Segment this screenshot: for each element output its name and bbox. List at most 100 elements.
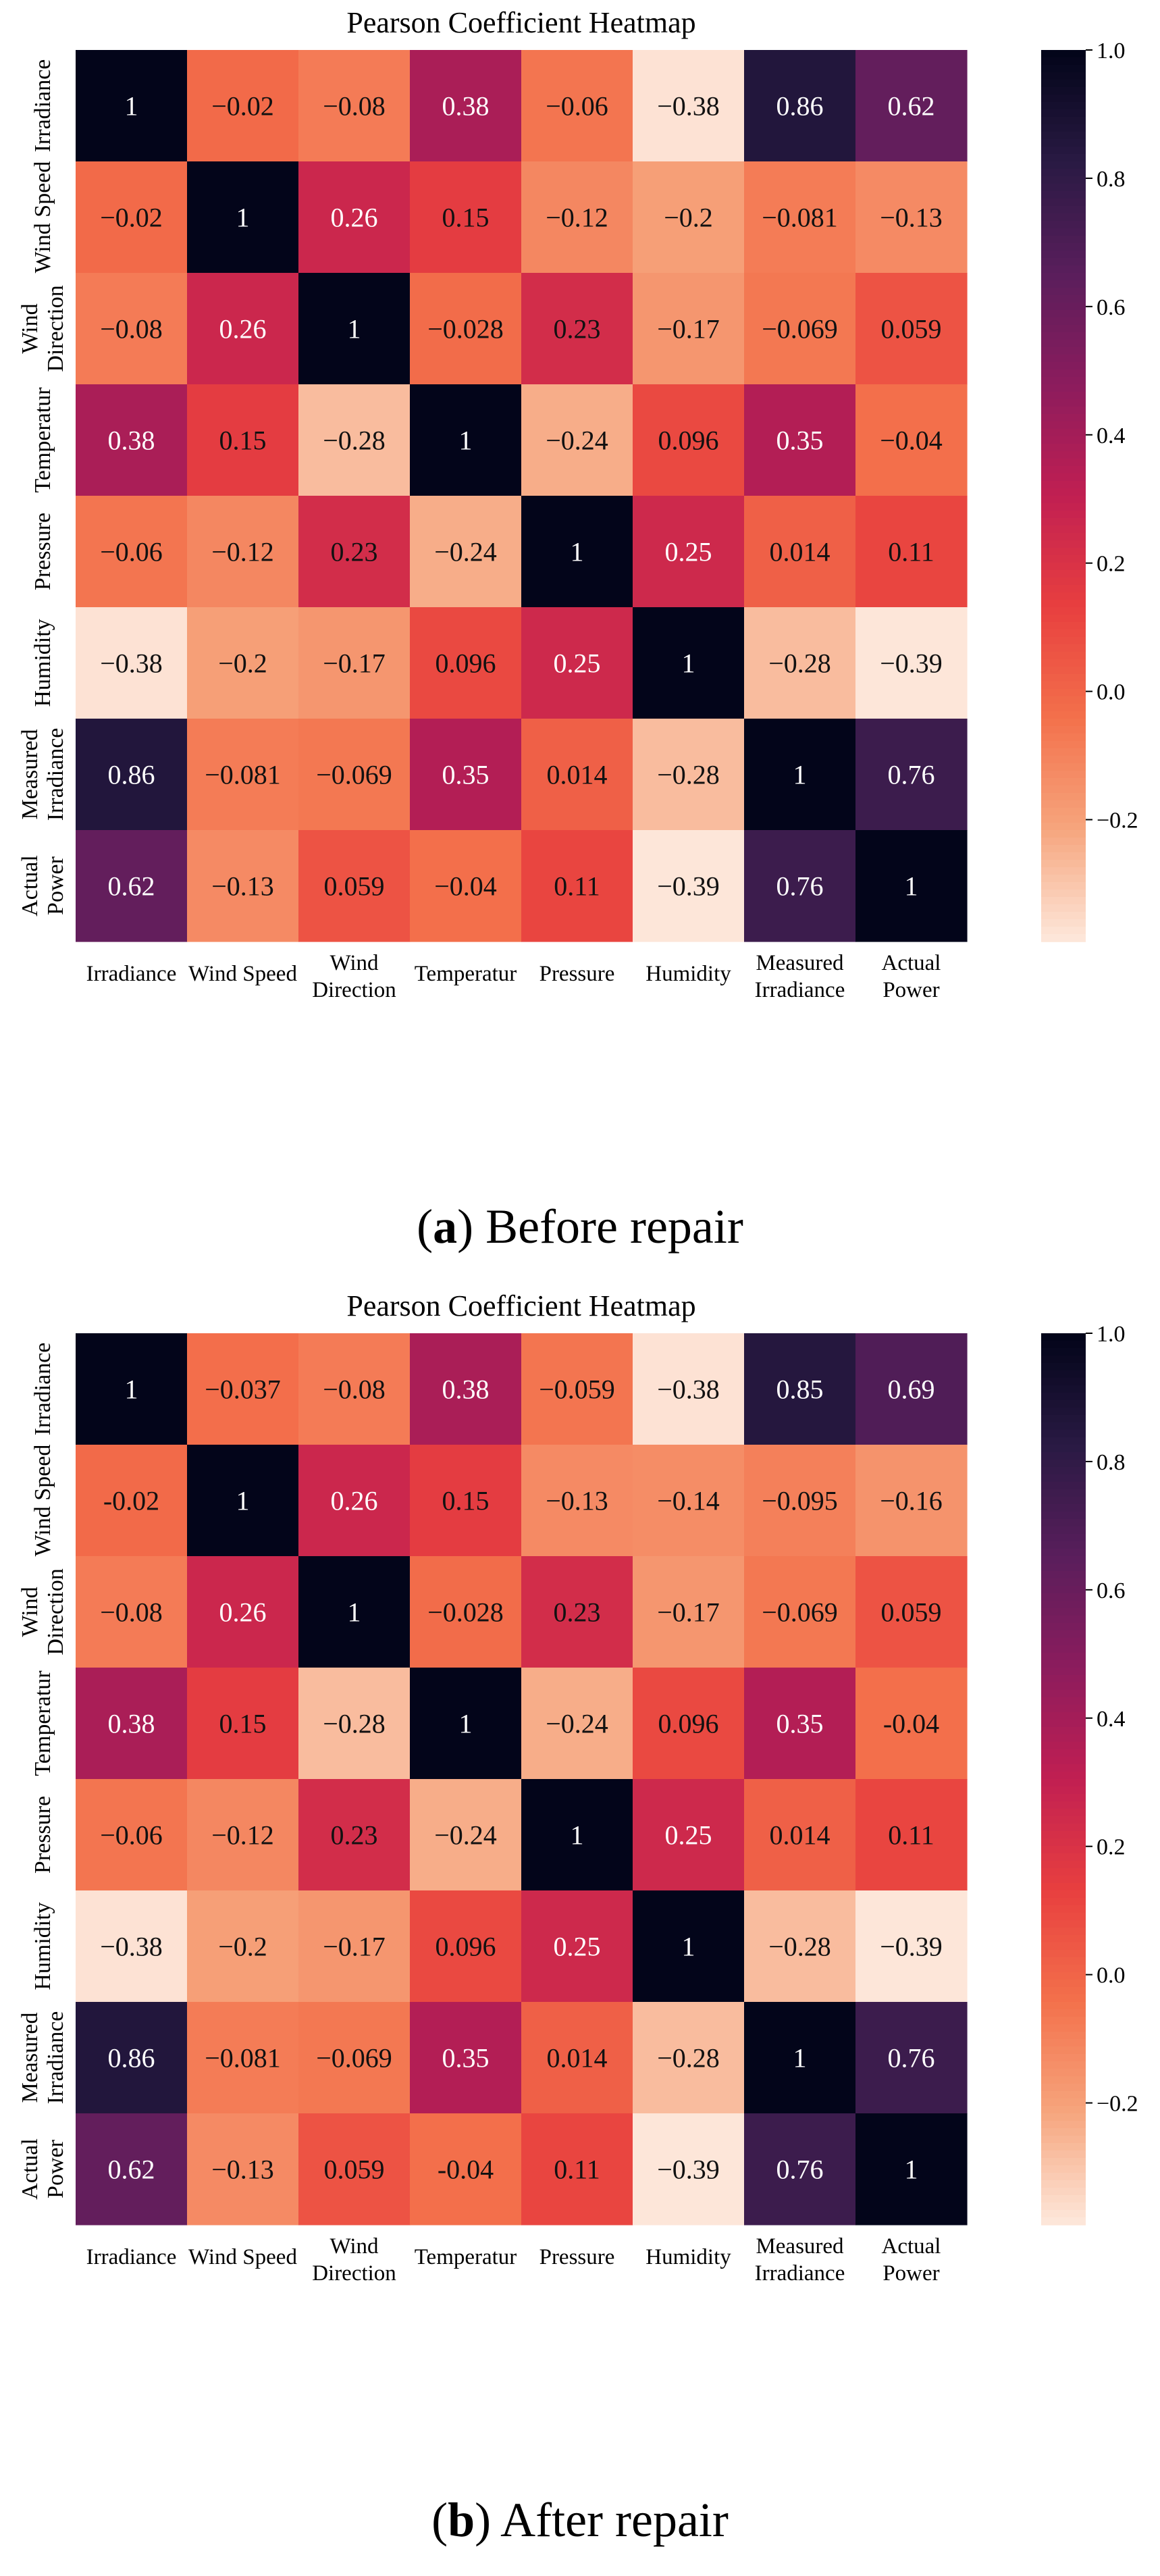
heatmap-b-cell-label: 0.23 xyxy=(554,1597,601,1628)
heatmap-a-cell-label: −0.069 xyxy=(316,760,392,790)
heatmap-b-cell xyxy=(744,1445,856,1557)
heatmap-a-row-label-line: Pressure xyxy=(30,513,55,590)
heatmap-b-colorbar-segment xyxy=(1041,2165,1086,2173)
heatmap-a-cell xyxy=(521,719,633,831)
heatmap-b-colorbar-segment xyxy=(1041,1541,1086,1549)
heatmap-b-cell xyxy=(187,1890,299,2003)
heatmap-a-cell xyxy=(633,830,745,942)
heatmap-a-row-label-line: Measured xyxy=(18,729,43,819)
heatmap-a-col-label: Humidity xyxy=(645,962,731,986)
heatmap-b-cell-label: 1 xyxy=(236,1486,250,1516)
heatmap-a-colorbar-segment xyxy=(1041,919,1086,927)
heatmap-b-colorbar-segment xyxy=(1041,1928,1086,1936)
heatmap-a-colorbar-tick-label: 0.6 xyxy=(1097,295,1126,320)
heatmap-a-cell-label: −0.17 xyxy=(657,314,720,344)
heatmap-a-colorbar-segment xyxy=(1041,540,1086,548)
heatmap-b-colorbar-segment xyxy=(1041,2128,1086,2136)
heatmap-a-colorbar-segment xyxy=(1041,154,1086,162)
heatmap-b-cell xyxy=(187,2002,299,2114)
heatmap-a-title: Pearson Coefficient Heatmap xyxy=(346,6,695,39)
heatmap-b-colorbar-segment xyxy=(1041,1749,1086,1757)
heatmap-b-col-label: Direction xyxy=(312,2261,396,2286)
heatmap-b-colorbar-segment xyxy=(1041,2069,1086,2077)
heatmap-a-colorbar-segment xyxy=(1041,741,1086,749)
heatmap-a-colorbar-segment xyxy=(1041,147,1086,155)
heatmap-b-row-label: Wind Speed xyxy=(30,1445,55,1557)
heatmap-b-colorbar-segment xyxy=(1041,1467,1086,1475)
heatmap-b-cell xyxy=(521,1445,633,1557)
heatmap-a-col-label: Temperatur xyxy=(415,962,517,986)
heatmap-a-colorbar-segment xyxy=(1041,481,1086,489)
heatmap-b-cell-label: −0.028 xyxy=(427,1597,504,1628)
heatmap-a-cell-label: 0.62 xyxy=(888,91,935,122)
heatmap-a-colorbar-segment xyxy=(1041,934,1086,942)
heatmap-b-colorbar-segment xyxy=(1041,1824,1086,1832)
heatmap-b-colorbar-segment xyxy=(1041,1772,1086,1780)
heatmap-a-colorbar-segment xyxy=(1041,674,1086,682)
heatmap-b-cell-label: −0.037 xyxy=(205,1374,281,1405)
heatmap-a-col-label: Irradiance xyxy=(755,978,845,1002)
heatmap-a: Pearson Coefficient Heatmap 1 −0.02 −0.08 0.… xyxy=(18,6,1138,1002)
heatmap-b-cell-label: 0.15 xyxy=(219,1709,267,1739)
heatmap-b-cell-label: 0.11 xyxy=(554,2155,600,2185)
heatmap-a-colorbar-segment xyxy=(1041,808,1086,816)
heatmap-a-cell xyxy=(633,607,745,719)
heatmap-b-colorbar-segment xyxy=(1041,1378,1086,1386)
heatmap-a-colorbar-segment xyxy=(1041,800,1086,808)
heatmap-b-cell-label: -0.04 xyxy=(883,1709,939,1739)
heatmap-a-cell-label: 0.38 xyxy=(442,91,490,122)
heatmap-b-colorbar-segment xyxy=(1041,1809,1086,1817)
heatmap-b-colorbar-tick-label: 0.4 xyxy=(1097,1707,1126,1732)
heatmap-a-colorbar-segment xyxy=(1041,637,1086,645)
heatmap-a-cell xyxy=(187,384,299,496)
heatmap-a-cell-label: 0.11 xyxy=(888,537,934,567)
heatmap-b-colorbar-segment xyxy=(1041,2009,1086,2017)
heatmap-b-cell-label: −0.13 xyxy=(546,1486,608,1516)
heatmap-b-cell xyxy=(633,2002,745,2114)
heatmap-b-colorbar-segment xyxy=(1041,2084,1086,2092)
heatmap-b-colorbar-tick-label: 0.6 xyxy=(1097,1578,1126,1603)
heatmap-a-cell xyxy=(855,719,968,831)
heatmap-a-colorbar-segment xyxy=(1041,600,1086,608)
heatmap-a-colorbar-segment xyxy=(1041,325,1086,333)
heatmap-b-colorbar-segment xyxy=(1041,1578,1086,1587)
heatmap-b-colorbar-segment xyxy=(1041,1913,1086,1921)
heatmap-b-colorbar-segment xyxy=(1041,2158,1086,2166)
heatmap-a-colorbar-segment xyxy=(1041,169,1086,177)
heatmap-b-cell xyxy=(521,1779,633,1891)
heatmap-b-cell-label: −0.39 xyxy=(657,2155,720,2185)
heatmap-b-cell-label: 0.15 xyxy=(442,1486,490,1516)
heatmap-a-colorbar-segment xyxy=(1041,466,1086,474)
heatmap-a-cell-label: 0.86 xyxy=(108,760,155,790)
heatmap-b-colorbar-segment xyxy=(1041,1757,1086,1765)
heatmap-b-col-label: Temperatur xyxy=(415,2245,517,2269)
heatmap-a-colorbar-segment xyxy=(1041,176,1086,184)
heatmap-b-colorbar-segment xyxy=(1041,1370,1086,1379)
heatmap-a-colorbar-segment xyxy=(1041,392,1086,400)
heatmap-b-cell xyxy=(187,1333,299,1445)
heatmap-b-row-label: Actual Power xyxy=(18,2138,68,2200)
heatmap-b-col-label: Wind xyxy=(330,2234,379,2259)
heatmap-a-colorbar-segment xyxy=(1041,57,1086,66)
heatmap-a-colorbar-segment xyxy=(1041,295,1086,303)
figure-b: Pearson Coefficient Heatmap 1 −0.037 −0.08 0… xyxy=(0,1283,1160,2576)
heatmap-b-colorbar-segment xyxy=(1041,1638,1086,1646)
heatmap-b-col-label: Humidity xyxy=(645,2245,731,2269)
heatmap-b-colorbar-segment xyxy=(1041,1965,1086,1973)
heatmap-b-cell xyxy=(76,1445,188,1557)
heatmap-a-colorbar-segment xyxy=(1041,184,1086,192)
heatmap-b-colorbar-segment xyxy=(1041,1653,1086,1661)
heatmap-b-cell xyxy=(744,2002,856,2114)
heatmap-a-cell-label: −0.28 xyxy=(768,648,831,679)
heatmap-b-colorbar-segment xyxy=(1041,2136,1086,2144)
heatmap-a-colorbar-segment xyxy=(1041,340,1086,348)
heatmap-b-row-label-line: Measured xyxy=(18,2012,43,2103)
heatmap-b-cell xyxy=(633,1445,745,1557)
heatmap-b-cell xyxy=(76,1333,188,1445)
heatmap-b-colorbar-segment xyxy=(1041,1675,1086,1683)
heatmap-b-colorbar-segment xyxy=(1041,1526,1086,1535)
heatmap-a-cell-label: 0.23 xyxy=(554,314,601,344)
heatmap-a-cell-label: −0.02 xyxy=(211,91,274,122)
heatmap-a-cell-label: −0.069 xyxy=(762,314,838,344)
heatmap-b-row-label: Temperatur xyxy=(30,1670,55,1776)
